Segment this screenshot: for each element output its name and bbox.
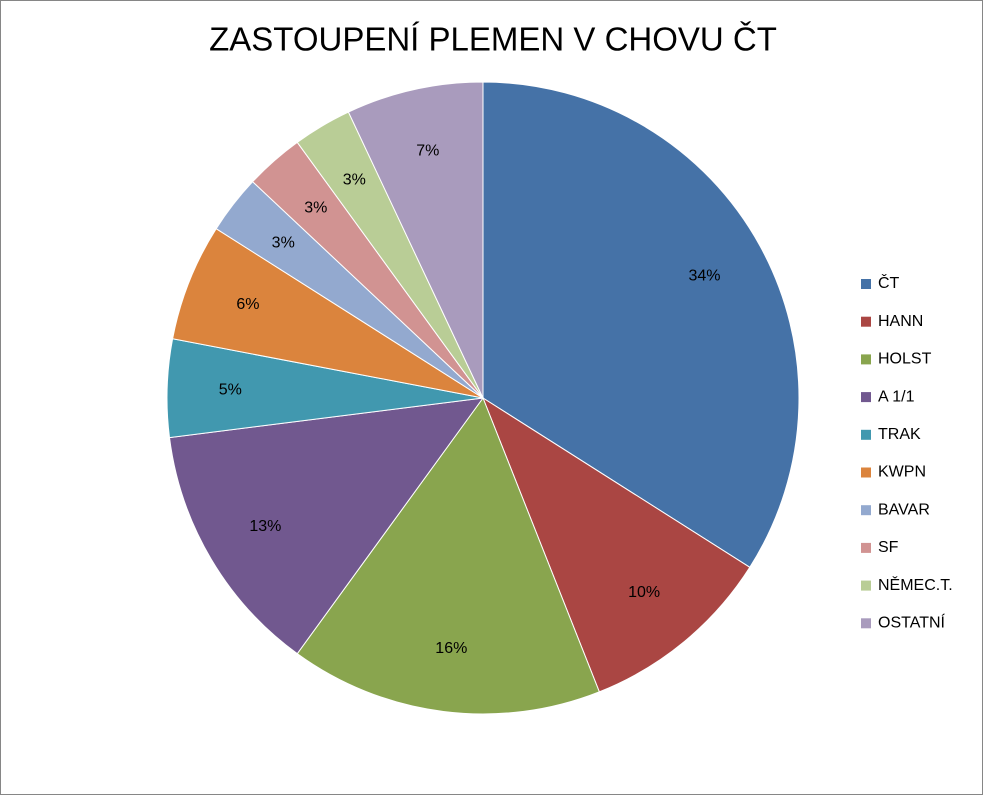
legend-label: ČT xyxy=(878,273,900,292)
pie-slice xyxy=(347,81,484,399)
legend-swatch xyxy=(861,505,871,516)
data-label: 6% xyxy=(236,296,259,313)
data-label: 3% xyxy=(304,200,327,217)
legend-swatch xyxy=(861,467,871,478)
data-label: 16% xyxy=(435,640,467,657)
legend-label: OSTATNÍ xyxy=(878,613,946,632)
legend-swatch xyxy=(861,316,871,327)
pie-slice xyxy=(482,81,800,569)
legend-swatch xyxy=(861,542,871,553)
data-label: 7% xyxy=(416,143,439,160)
legend-label: NĚMEC.T. xyxy=(878,575,953,594)
legend-swatch xyxy=(861,580,871,591)
data-label: 13% xyxy=(249,518,281,535)
legend-label: HOLST xyxy=(878,351,932,368)
data-label: 3% xyxy=(272,234,295,251)
legend-label: TRAK xyxy=(878,426,921,443)
data-label: 5% xyxy=(219,381,242,398)
legend-swatch xyxy=(861,279,871,289)
pie-slice xyxy=(296,396,600,715)
data-label: 34% xyxy=(689,267,721,284)
legend-label: BAVAR xyxy=(878,501,930,518)
legend-label: HANN xyxy=(878,313,923,330)
legend-label: KWPN xyxy=(878,464,926,481)
data-label: 3% xyxy=(343,172,366,189)
legend-swatch xyxy=(861,392,871,403)
pie-slice xyxy=(172,227,484,399)
data-label: 10% xyxy=(628,584,660,601)
legend-swatch xyxy=(861,618,871,629)
pie-slice xyxy=(168,397,485,655)
chart-title: ZASTOUPENÍ PLEMEN V CHOVU ČT xyxy=(209,21,777,58)
legend-swatch xyxy=(861,354,871,365)
legend-label: SF xyxy=(878,539,899,556)
legend-swatch xyxy=(861,429,871,440)
legend-label: A 1/1 xyxy=(878,388,915,405)
pie-slice xyxy=(481,396,751,693)
